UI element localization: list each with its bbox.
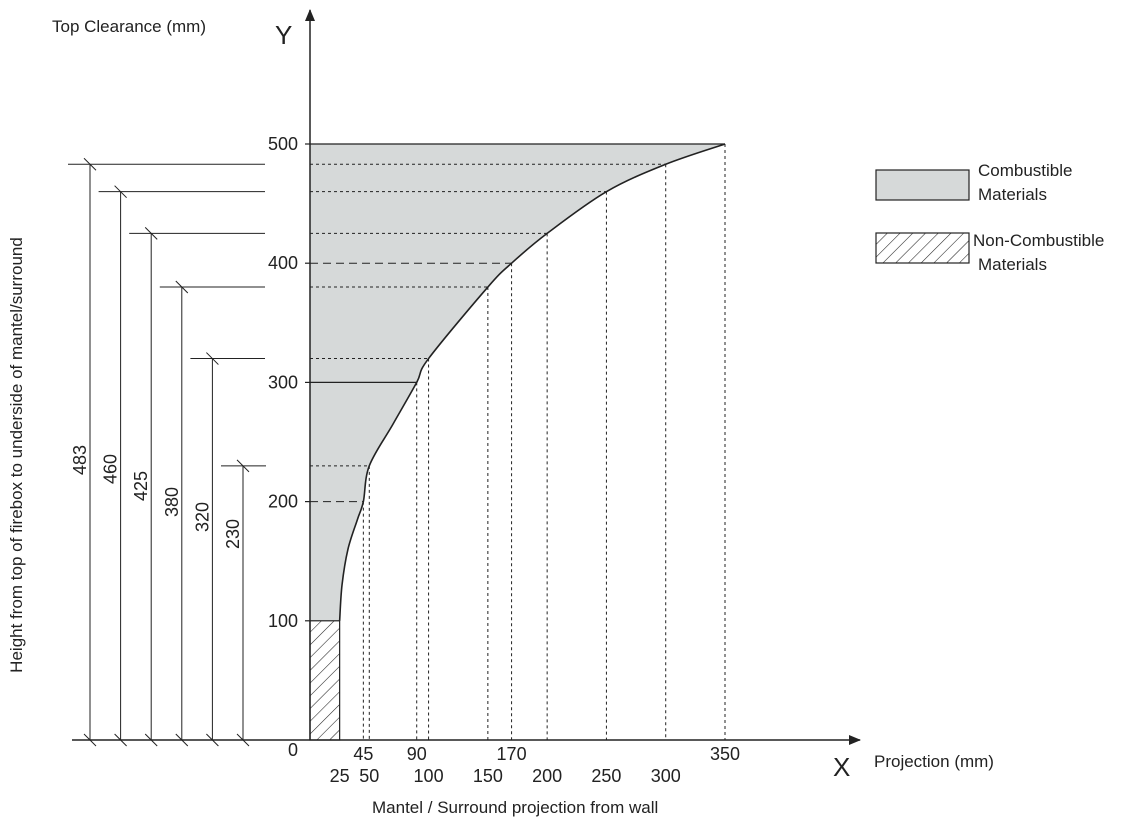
legend-swatch-noncombustible bbox=[875, 232, 970, 264]
dimension-label: 380 bbox=[162, 487, 182, 517]
x-tick-label-upper: 45 bbox=[353, 744, 373, 764]
dimension-tick bbox=[144, 227, 158, 240]
y-tick-label: 500 bbox=[268, 134, 298, 154]
x-tick-label-lower: 50 bbox=[359, 766, 379, 786]
non-combustible-zone bbox=[309, 620, 341, 741]
y-tick-label: 300 bbox=[268, 372, 298, 392]
dimension-label: 230 bbox=[223, 519, 243, 549]
dimension-tick bbox=[83, 733, 97, 747]
combustible-area bbox=[310, 144, 725, 621]
x-axis-letter: X bbox=[833, 752, 850, 782]
dimension-tick bbox=[144, 733, 158, 747]
x-tick-label-lower: 300 bbox=[651, 766, 681, 786]
boundary-curve bbox=[338, 143, 726, 621]
dimension-tick bbox=[236, 733, 250, 747]
x-tick-label-lower: 200 bbox=[532, 766, 562, 786]
x-tick-label-lower: 100 bbox=[414, 766, 444, 786]
legend-label-noncombustible-line1: Non-Combustible bbox=[973, 231, 1104, 250]
tick-layer: 0 100 200 300 400 500 45 90 170 350 25 50 100 150 200 2… bbox=[268, 134, 740, 786]
dimension-tick bbox=[206, 733, 219, 747]
legend: Combustible Materials Non-Combustible Ma… bbox=[875, 161, 1104, 274]
dimension-label: 460 bbox=[101, 454, 121, 484]
dimension-tick bbox=[206, 352, 219, 365]
side-caption: Height from top of firebox to underside … bbox=[7, 237, 26, 673]
curve-layer bbox=[338, 143, 726, 621]
x-tick-label-upper: 90 bbox=[407, 744, 427, 764]
legend-label-combustible-line2: Materials bbox=[978, 185, 1047, 204]
x-axis-title: Projection (mm) bbox=[874, 752, 994, 771]
x-tick-label-upper: 350 bbox=[710, 744, 740, 764]
x-tick-label-lower: 250 bbox=[591, 766, 621, 786]
dimension-tick bbox=[114, 185, 127, 199]
guide-layer bbox=[310, 143, 726, 740]
dimension-layer: 483 460 425 380 320 230 bbox=[68, 157, 266, 747]
dimension-tick bbox=[114, 733, 127, 747]
x-tick-label-lower: 25 bbox=[330, 766, 350, 786]
dimension-tick bbox=[175, 733, 189, 747]
bottom-caption: Mantel / Surround projection from wall bbox=[372, 798, 658, 817]
dimension-label: 425 bbox=[131, 471, 151, 501]
legend-swatch-combustible bbox=[875, 169, 970, 201]
y-tick-label: 0 bbox=[288, 740, 298, 760]
y-tick-label: 100 bbox=[268, 611, 298, 631]
dimension-tick bbox=[236, 459, 250, 473]
y-tick-label: 200 bbox=[268, 492, 298, 512]
y-axis-letter: Y bbox=[275, 20, 292, 50]
legend-label-noncombustible-line2: Materials bbox=[978, 255, 1047, 274]
dimension-tick bbox=[83, 157, 97, 171]
y-axis-title: Top Clearance (mm) bbox=[52, 17, 206, 36]
dimension-label: 320 bbox=[192, 502, 212, 532]
y-tick-label: 400 bbox=[268, 253, 298, 273]
legend-label-combustible-line1: Combustible bbox=[978, 161, 1073, 180]
x-tick-label-lower: 150 bbox=[473, 766, 503, 786]
dimension-tick bbox=[175, 280, 189, 294]
dimension-label: 483 bbox=[70, 445, 90, 475]
x-tick-label-upper: 170 bbox=[497, 744, 527, 764]
